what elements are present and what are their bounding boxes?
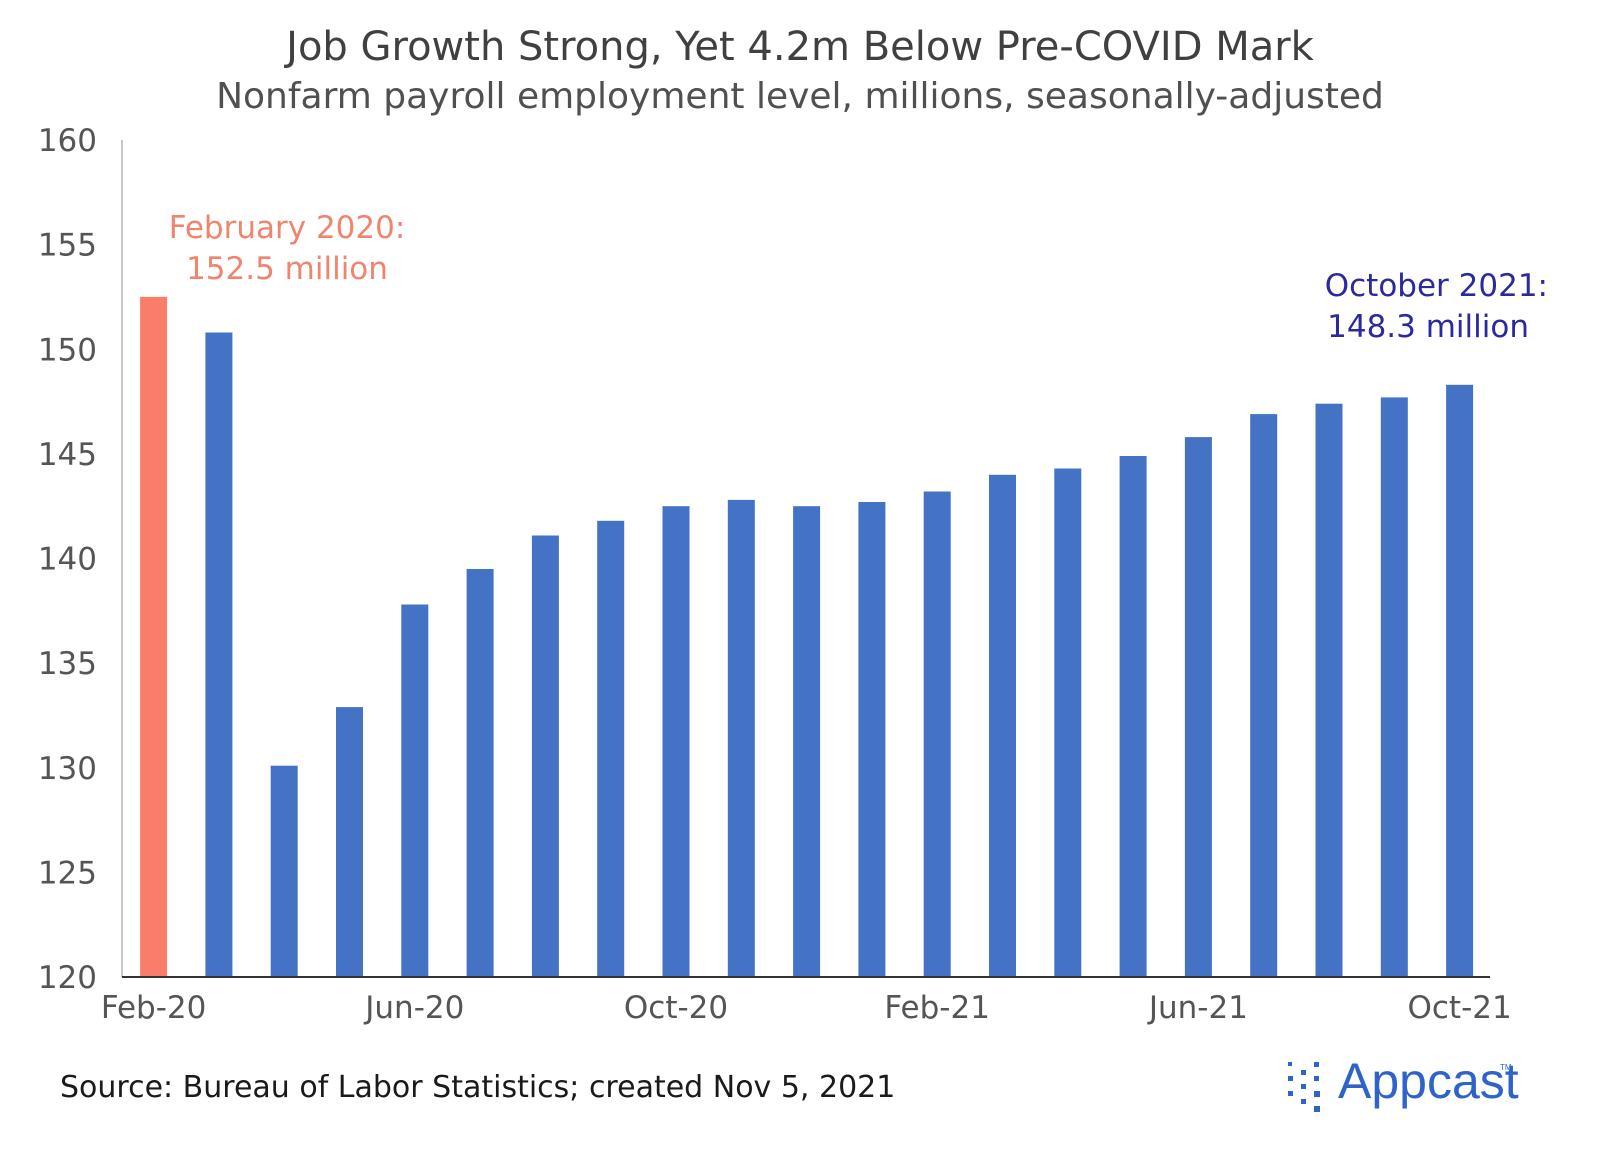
appcast-dot-grid-icon <box>1288 1062 1320 1112</box>
chart-title: Job Growth Strong, Yet 4.2m Below Pre-CO… <box>283 24 1315 70</box>
bar-feb-21 <box>923 491 951 977</box>
logo-dot <box>1301 1070 1306 1075</box>
bar-apr-21 <box>1054 468 1082 977</box>
bar-nov-20 <box>727 499 755 977</box>
bar-oct-21 <box>1446 384 1474 977</box>
y-tick-label: 125 <box>38 855 97 891</box>
logo-text: Appcast <box>1338 1053 1519 1109</box>
annotation-feb-2020: February 2020: 152.5 million <box>169 210 406 287</box>
y-tick-label: 155 <box>38 228 97 264</box>
logo-dot <box>1314 1091 1320 1097</box>
x-tick-label: Feb-20 <box>101 990 207 1026</box>
x-tick-label: Jun-21 <box>1147 990 1248 1026</box>
bar-aug-21 <box>1315 403 1343 977</box>
x-tick-label: Oct-21 <box>1407 990 1511 1026</box>
bar-sep-21 <box>1380 397 1408 977</box>
bar-dec-20 <box>793 506 821 977</box>
bar-mar-21 <box>989 474 1016 977</box>
x-tick-label: Feb-21 <box>884 990 990 1026</box>
bar-apr-20 <box>270 765 298 977</box>
logo-dot <box>1301 1084 1306 1089</box>
logo-dot <box>1288 1091 1293 1096</box>
logo-dot <box>1301 1099 1306 1104</box>
y-tick-label: 150 <box>38 332 97 368</box>
bar-jan-21 <box>858 502 886 977</box>
y-tick-label: 135 <box>38 646 97 682</box>
bar-may-20 <box>336 707 363 977</box>
bar-jun-21 <box>1184 437 1212 978</box>
x-tick-label: Oct-20 <box>624 990 728 1026</box>
bar-oct-20 <box>662 506 690 977</box>
x-axis-ticks: Feb-20 Jun-20 Oct-20 Feb-21 Jun-21 Oct-21 <box>101 990 1512 1026</box>
bar-mar-20 <box>205 332 233 977</box>
bar-sep-20 <box>597 520 625 977</box>
bar-aug-20 <box>531 535 559 977</box>
y-tick-label: 130 <box>38 751 97 787</box>
y-tick-label: 160 <box>38 123 97 159</box>
bar-jul-21 <box>1250 414 1278 978</box>
annotations: February 2020: 152.5 million October 2021:… <box>169 210 1548 345</box>
y-axis-ticks: 120 125 130 135 140 145 150 155 160 <box>38 123 97 996</box>
logo-dot <box>1314 1076 1319 1081</box>
logo-dot <box>1314 1106 1320 1112</box>
y-tick-label: 140 <box>38 542 97 578</box>
logo-dot <box>1288 1062 1292 1066</box>
bar-jun-20 <box>401 604 429 977</box>
x-tick-label: Jun-20 <box>363 990 464 1026</box>
y-tick-label: 145 <box>38 437 97 473</box>
bar-feb-20 <box>140 296 168 977</box>
bar-jul-20 <box>466 569 494 977</box>
logo-tm: TM <box>1500 1063 1512 1072</box>
appcast-logo: Appcast TM <box>1288 1053 1519 1112</box>
y-tick-label: 120 <box>38 960 97 996</box>
annotation-oct-2021: October 2021: 148.3 million <box>1325 268 1548 345</box>
bars-group <box>140 296 1474 978</box>
logo-dot <box>1288 1076 1293 1081</box>
source-note: Source: Bureau of Labor Statistics; crea… <box>60 1070 895 1105</box>
logo-dot <box>1314 1062 1319 1067</box>
axes <box>121 140 1490 978</box>
bar-may-21 <box>1119 456 1147 977</box>
chart-subtitle: Nonfarm payroll employment level, millio… <box>216 76 1384 117</box>
